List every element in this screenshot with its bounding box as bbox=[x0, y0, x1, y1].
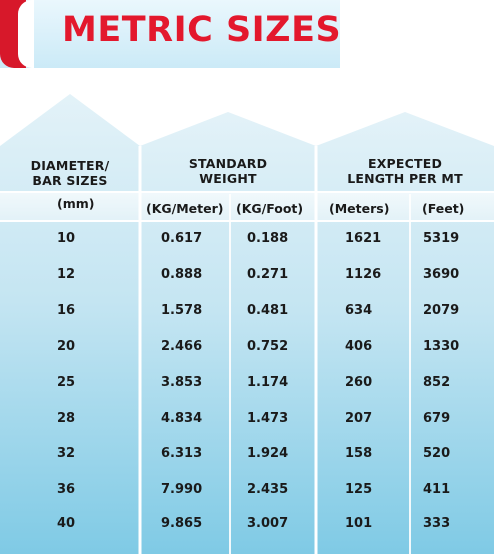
cell-mm: 40 bbox=[57, 516, 76, 531]
table-row: 12 0.888 0.271 1126 3690 bbox=[0, 267, 494, 303]
cell-meters: 101 bbox=[345, 516, 373, 531]
header-expected-length: EXPECTED LENGTH PER MT bbox=[316, 156, 494, 186]
cell-kg-meter: 7.990 bbox=[161, 482, 203, 497]
header-standard-line2: WEIGHT bbox=[199, 171, 257, 186]
cell-kg-meter: 2.466 bbox=[161, 339, 203, 354]
cell-meters: 158 bbox=[345, 446, 373, 461]
cell-kg-foot: 1.174 bbox=[247, 375, 289, 390]
cell-feet: 411 bbox=[423, 482, 451, 497]
header-diameter-line2: BAR SIZES bbox=[32, 173, 108, 188]
subheader-meters: (Meters) bbox=[329, 201, 390, 216]
cell-mm: 20 bbox=[57, 339, 76, 354]
cell-feet: 5319 bbox=[423, 231, 460, 246]
cell-meters: 207 bbox=[345, 411, 373, 426]
header-diameter-line1: DIAMETER/ bbox=[30, 158, 110, 173]
cell-kg-meter: 6.313 bbox=[161, 446, 203, 461]
subheader-kg-foot: (KG/Foot) bbox=[236, 201, 304, 216]
cell-mm: 32 bbox=[57, 446, 76, 461]
cell-mm: 36 bbox=[57, 482, 76, 497]
table-row: 20 2.466 0.752 406 1330 bbox=[0, 339, 494, 375]
cell-feet: 852 bbox=[423, 375, 451, 390]
cell-kg-meter: 9.865 bbox=[161, 516, 203, 531]
cell-feet: 2079 bbox=[423, 303, 460, 318]
cell-kg-foot: 0.481 bbox=[247, 303, 289, 318]
table-row: 25 3.853 1.174 260 852 bbox=[0, 375, 494, 411]
cell-kg-foot: 3.007 bbox=[247, 516, 289, 531]
cell-kg-foot: 1.473 bbox=[247, 411, 289, 426]
table-row: 28 4.834 1.473 207 679 bbox=[0, 411, 494, 447]
cell-kg-foot: 0.188 bbox=[247, 231, 289, 246]
table-row: 10 0.617 0.188 1621 5319 bbox=[0, 231, 494, 267]
table-row: 40 9.865 3.007 101 333 bbox=[0, 516, 494, 552]
table-row: 32 6.313 1.924 158 520 bbox=[0, 446, 494, 482]
cell-kg-foot: 1.924 bbox=[247, 446, 289, 461]
cell-kg-foot: 0.271 bbox=[247, 267, 289, 282]
page-title: METRIC SIZES bbox=[62, 10, 342, 50]
column-weight-shape bbox=[140, 112, 316, 554]
header-standard-line1: STANDARD bbox=[188, 156, 268, 171]
cell-feet: 3690 bbox=[423, 267, 460, 282]
title-banner: METRIC SIZES bbox=[0, 0, 342, 68]
cell-kg-foot: 2.435 bbox=[247, 482, 289, 497]
subheader-feet: (Feet) bbox=[422, 201, 465, 216]
cell-kg-meter: 0.617 bbox=[161, 231, 203, 246]
cell-kg-meter: 1.578 bbox=[161, 303, 203, 318]
cell-meters: 634 bbox=[345, 303, 373, 318]
header-diameter: DIAMETER/ BAR SIZES bbox=[0, 158, 140, 188]
subheader-mm: (mm) bbox=[57, 196, 95, 211]
cell-feet: 679 bbox=[423, 411, 451, 426]
cell-feet: 333 bbox=[423, 516, 451, 531]
cell-mm: 10 bbox=[57, 231, 76, 246]
cell-meters: 125 bbox=[345, 482, 373, 497]
cell-meters: 260 bbox=[345, 375, 373, 390]
table-background bbox=[0, 94, 494, 554]
cell-kg-meter: 4.834 bbox=[161, 411, 203, 426]
subheader-kg-meter: (KG/Meter) bbox=[146, 201, 224, 216]
cell-kg-foot: 0.752 bbox=[247, 339, 289, 354]
subheader-band bbox=[0, 192, 494, 220]
header-standard-weight: STANDARD WEIGHT bbox=[140, 156, 316, 186]
table-row: 16 1.578 0.481 634 2079 bbox=[0, 303, 494, 339]
cell-kg-meter: 3.853 bbox=[161, 375, 203, 390]
header-expected-line1: EXPECTED bbox=[367, 156, 443, 171]
banner-curve bbox=[18, 0, 34, 68]
cell-meters: 1126 bbox=[345, 267, 382, 282]
header-expected-line2: LENGTH PER MT bbox=[347, 171, 463, 186]
cell-meters: 1621 bbox=[345, 231, 382, 246]
cell-mm: 16 bbox=[57, 303, 76, 318]
cell-meters: 406 bbox=[345, 339, 373, 354]
column-length-shape bbox=[316, 112, 494, 554]
table-row: 36 7.990 2.435 125 411 bbox=[0, 482, 494, 518]
cell-mm: 25 bbox=[57, 375, 76, 390]
cell-feet: 1330 bbox=[423, 339, 460, 354]
cell-feet: 520 bbox=[423, 446, 451, 461]
cell-mm: 28 bbox=[57, 411, 76, 426]
cell-mm: 12 bbox=[57, 267, 76, 282]
cell-kg-meter: 0.888 bbox=[161, 267, 203, 282]
